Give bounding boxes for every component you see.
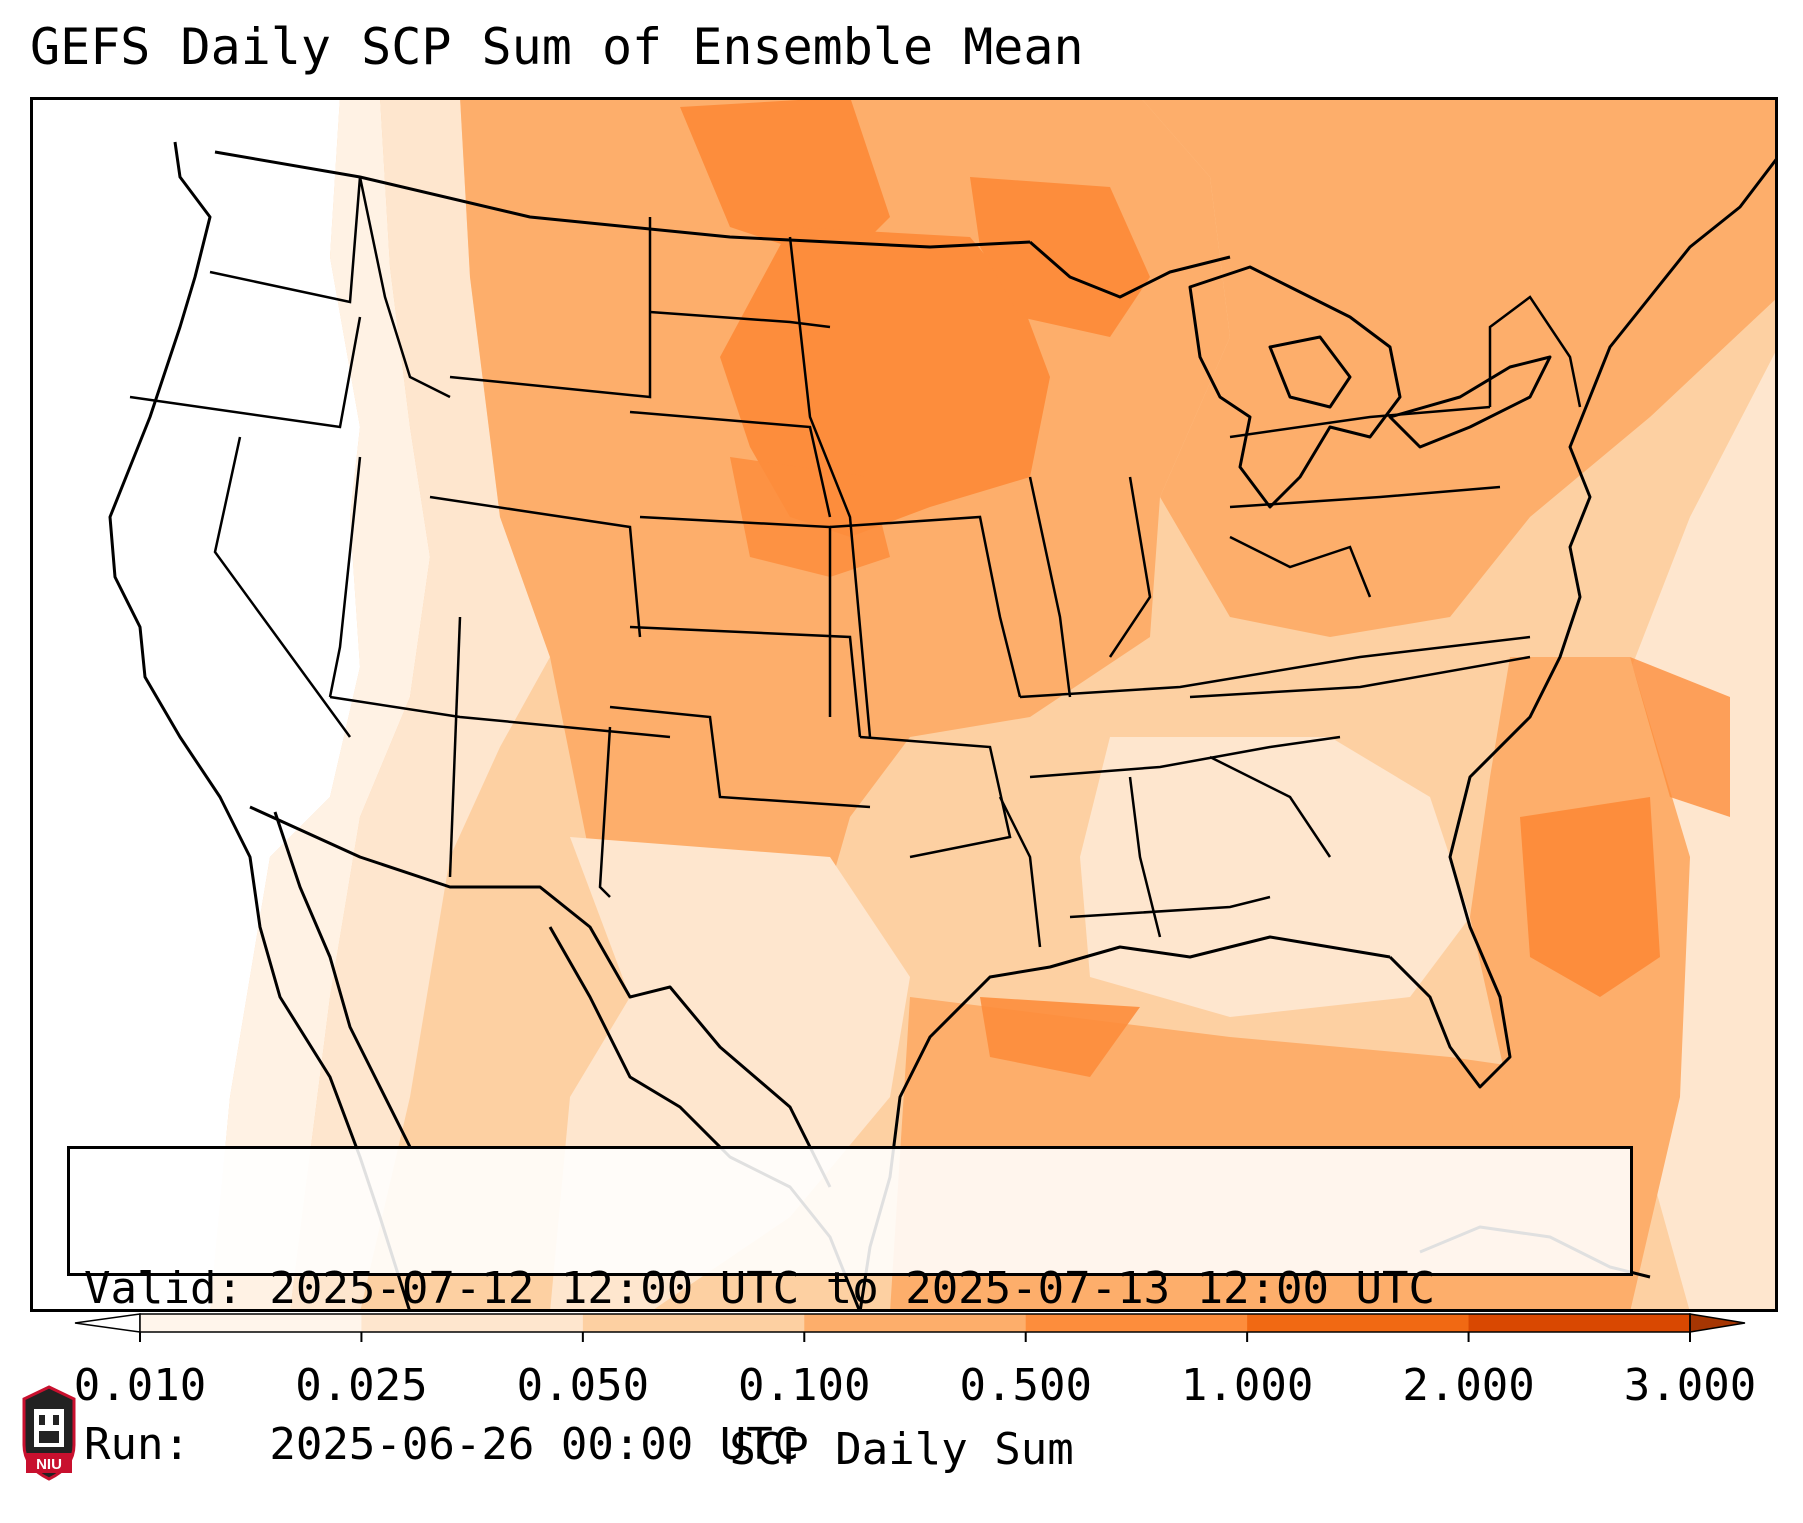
state-line-ks-ok xyxy=(629,625,862,738)
state-line-ca-nv xyxy=(213,436,352,738)
state-line-wy-co xyxy=(429,495,642,638)
state-line-mt-wy xyxy=(449,217,652,399)
state-line-nv-ut xyxy=(328,456,362,698)
colorbar-segments xyxy=(74,1313,1746,1333)
colorbar-segment xyxy=(361,1314,584,1332)
state-line-al-ga xyxy=(1128,776,1162,938)
field-gulf-core xyxy=(980,997,1140,1077)
valid-run-infobox: Valid: 2025-07-12 12:00 UTC to 2025-07-1… xyxy=(67,1146,1633,1470)
state-line-mn-wi xyxy=(788,236,872,738)
niu-logo-icon: NIU xyxy=(22,1385,76,1481)
state-line-ok-tx xyxy=(609,705,871,809)
field-core-dakotas xyxy=(720,227,1050,537)
map-title: GEFS Daily SCP Sum of Ensemble Mean xyxy=(30,18,1084,76)
run-time-line: Run: 2025-06-26 00:00 UTC xyxy=(84,1419,800,1470)
field-atlantic-core2 xyxy=(1630,657,1730,817)
map-border xyxy=(30,97,1778,1312)
map-canvas xyxy=(30,97,1778,1312)
state-line-ms-al xyxy=(998,796,1042,948)
state-line-tn-ky xyxy=(1019,635,1531,699)
map-panel xyxy=(30,97,1778,1312)
colorbar-label: SCP Daily Sum xyxy=(729,1424,1074,1475)
state-line-mo-ar xyxy=(859,735,1012,859)
colorbar-segment xyxy=(1468,1314,1691,1332)
field-core-north xyxy=(680,97,890,247)
colorbar-tick-label: 2.000 xyxy=(1402,1360,1535,1411)
colorbar-segment xyxy=(140,1314,362,1332)
colorbar-tick-label: 0.010 xyxy=(73,1360,207,1411)
state-line-pa-md xyxy=(1229,485,1501,509)
pacific-coast xyxy=(108,141,412,1312)
field-interior-light xyxy=(290,97,550,1312)
us-mexico-border xyxy=(249,805,832,1188)
state-line-id-mt xyxy=(358,176,451,399)
state-line-wa-or xyxy=(209,176,362,304)
state-line-nm-tx xyxy=(598,726,612,898)
state-line-il-in xyxy=(1028,476,1072,698)
colorbar-over-arrow xyxy=(1689,1313,1746,1333)
state-line-new-england xyxy=(1488,295,1582,408)
state-line-az-nm xyxy=(448,616,462,878)
us-canada-border-greatlakes xyxy=(1029,240,1231,299)
colorbar-tick-label: 1.000 xyxy=(1180,1360,1314,1411)
field-west-light xyxy=(210,97,430,1312)
state-line-va-nc xyxy=(1189,655,1531,699)
state-line-nd-sd xyxy=(649,310,831,329)
state-line-oh xyxy=(1108,476,1152,658)
state-line-wv xyxy=(1229,535,1372,598)
field-core-plains xyxy=(730,457,890,577)
state-line-or-ca xyxy=(129,316,362,429)
colorbar-tick-label: 3.000 xyxy=(1623,1360,1757,1411)
state-line-pa-ny xyxy=(1229,405,1491,439)
colorbar-segment xyxy=(804,1314,1027,1332)
colorbar-segment xyxy=(582,1314,805,1332)
colorbar-segment xyxy=(1247,1314,1470,1332)
state-line-ga-sc xyxy=(1209,755,1332,858)
field-west-low xyxy=(30,97,360,1312)
colorbar-segment xyxy=(1025,1314,1248,1332)
colorbar-ticks xyxy=(139,1332,1691,1342)
colorbar-under-arrow xyxy=(74,1313,141,1333)
field-southeast-light xyxy=(1080,737,1470,1017)
field-atlantic-core xyxy=(1520,797,1660,997)
great-lakes xyxy=(1188,265,1552,509)
baja-peninsula xyxy=(273,811,412,1148)
state-line-ga-fl xyxy=(1069,895,1271,919)
state-line-tn-ga xyxy=(1029,735,1341,779)
colorbar xyxy=(74,1313,1746,1342)
east-coast xyxy=(1388,156,1778,1089)
state-outlines xyxy=(129,176,1582,948)
state-line-ut-az xyxy=(329,695,671,739)
colorbar-tick-label: 0.500 xyxy=(959,1360,1092,1411)
state-line-sd-ne xyxy=(629,410,832,518)
colorbar-tick-label: 0.025 xyxy=(295,1360,428,1411)
state-line-ia-mo xyxy=(829,515,1022,698)
us-canada-border-west xyxy=(214,150,1031,249)
logo-text: NIU xyxy=(36,1456,62,1473)
colorbar-outline xyxy=(139,1313,1691,1333)
colorbar-tick-label: 0.100 xyxy=(738,1360,871,1411)
field-core-minnesota xyxy=(970,177,1150,337)
valid-time-line: Valid: 2025-07-12 12:00 UTC to 2025-07-1… xyxy=(84,1263,1436,1314)
colorbar-tick-label: 0.050 xyxy=(516,1360,650,1411)
